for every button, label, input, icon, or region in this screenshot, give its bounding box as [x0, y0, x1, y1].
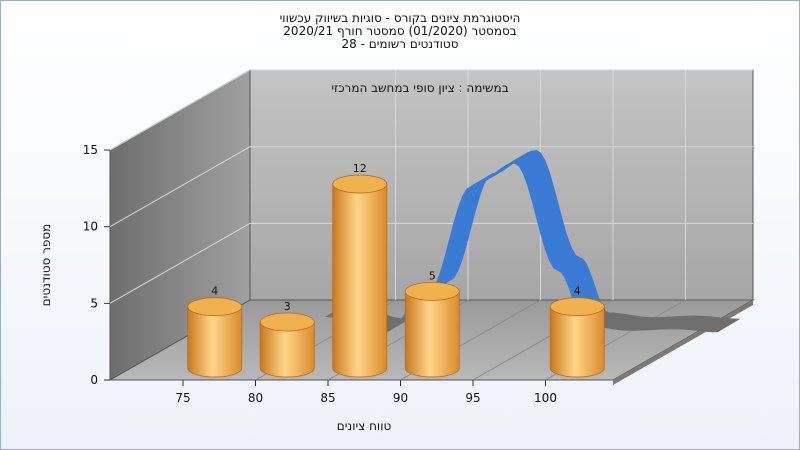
y-tick-label: 10 — [83, 220, 98, 234]
bar-value-label: 4 — [574, 285, 581, 298]
bar-value-label: 4 — [211, 285, 218, 298]
bar: 4 — [187, 285, 243, 378]
curve-segment — [712, 318, 741, 333]
chart-title-line-3: סטודנטים רשומים - 28 — [341, 37, 459, 51]
bar: 12 — [332, 162, 388, 378]
axis-ticks: 0 5 10 15 75 80 85 90 95 100 — [83, 143, 557, 405]
x-tick-label: 85 — [320, 391, 335, 405]
back-wall — [249, 69, 754, 301]
x-tick-label: 75 — [175, 391, 190, 405]
bar-value-label: 5 — [429, 269, 436, 282]
x-tick-label: 100 — [534, 391, 557, 405]
bar: 3 — [259, 300, 315, 378]
bar: 4 — [549, 285, 605, 378]
bar-top — [187, 297, 243, 317]
x-tick-label: 95 — [465, 391, 480, 405]
y-tick-label: 15 — [83, 143, 98, 157]
bar-body — [332, 183, 388, 378]
bar-body — [259, 321, 315, 378]
x-tick-label: 80 — [248, 391, 263, 405]
y-tick-label: 5 — [90, 296, 98, 310]
bar-body — [404, 290, 460, 378]
x-tick-label: 90 — [393, 391, 408, 405]
bar-top — [404, 281, 460, 301]
bar-body — [187, 306, 243, 378]
side-wall-gridline — [109, 69, 251, 151]
chart-annotation: במשימה : ציון סופי במחשב המרכזי — [331, 81, 508, 95]
y-tick-label: 0 — [90, 373, 98, 387]
bar-value-label: 12 — [353, 162, 367, 175]
bar-top — [549, 297, 605, 317]
side-wall-gridline — [109, 146, 251, 228]
side-wall-gridline — [109, 222, 251, 304]
chart-title-line-2: בסמסטר (01/2020) סמסטר חורף 2020/21 — [283, 24, 517, 38]
x-axis-title: טווח ציונים — [337, 419, 392, 433]
bar-top — [259, 312, 315, 332]
bar-value-label: 3 — [284, 300, 291, 313]
bar-body — [549, 306, 605, 378]
bar: 5 — [404, 269, 460, 378]
distribution-curve — [325, 150, 741, 333]
bars: 4 3 12 5 4 — [187, 162, 605, 378]
bar-top — [332, 174, 388, 194]
chart-title-line-1: היסטוגרמת ציונים בקורס - סוגיות בשיווק ע… — [279, 11, 521, 25]
y-axis-title: מספר סטודנטים — [39, 224, 53, 307]
